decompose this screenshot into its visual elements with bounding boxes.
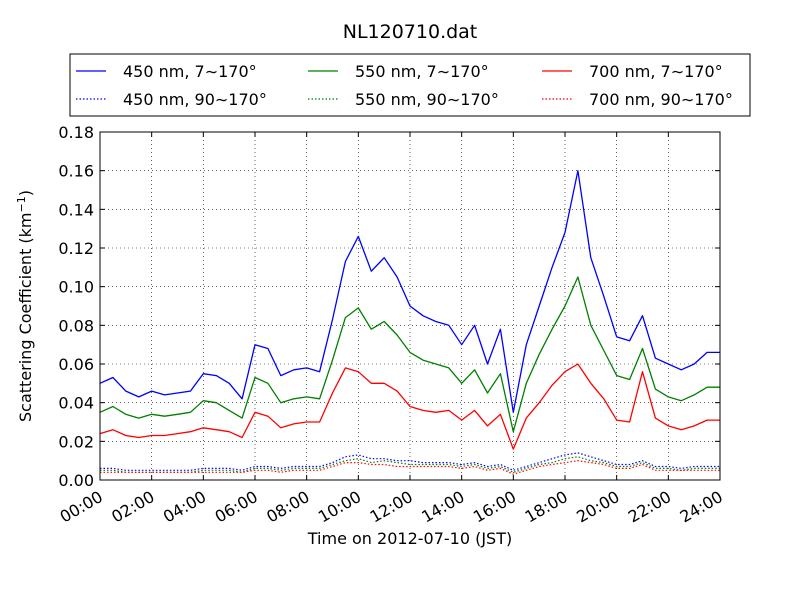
- y-axis-label-main: Scattering Coefficient (km: [16, 212, 35, 422]
- legend-label: 700 nm, 90∼170°: [589, 90, 733, 109]
- y-axis-label-tail: ): [16, 190, 35, 196]
- y-tick-label: 0.16: [58, 162, 94, 181]
- legend-label: 450 nm, 90∼170°: [123, 90, 267, 109]
- legend-frame: [69, 53, 751, 117]
- y-tick-labels: 0.00 0.02 0.04 0.06 0.08 0.10 0.12 0.14 0.16 0.18: [58, 123, 94, 490]
- series-line-6: [100, 460, 720, 475]
- legend-label: 700 nm, 7∼170°: [589, 62, 723, 81]
- legend-label: 550 nm, 90∼170°: [355, 90, 499, 109]
- y-tick-label: 0.02: [58, 432, 94, 451]
- y-tick-label: 0.00: [58, 471, 94, 490]
- y-tick-label: 0.08: [58, 316, 94, 335]
- y-tick-label: 0.18: [58, 123, 94, 142]
- y-axis-label-superscript: −1: [15, 196, 28, 212]
- x-axis-label: Time on 2012-07-10 (JST): [307, 529, 512, 548]
- series-layer: [99, 170, 720, 475]
- grid: [100, 132, 720, 480]
- y-tick-label: 0.04: [58, 394, 94, 413]
- series-line-5: [100, 456, 720, 473]
- legend-label: 550 nm, 7∼170°: [355, 62, 489, 81]
- y-tick-label: 0.12: [58, 239, 94, 258]
- ticks: [99, 131, 721, 481]
- y-tick-label: 0.14: [58, 200, 94, 219]
- y-tick-label: 0.06: [58, 355, 94, 374]
- series-line-2: [99, 276, 720, 433]
- y-tick-label: 0.10: [58, 278, 94, 297]
- series-line-3: [99, 363, 720, 450]
- legend: 450 nm, 7∼170° 550 nm, 7∼170° 700 nm, 7∼17…: [69, 53, 751, 117]
- chart-title: NL120710.dat: [343, 21, 478, 43]
- y-axis-label: Scattering Coefficient (km−1): [15, 190, 35, 422]
- series-line-1: [99, 170, 720, 413]
- legend-label: 450 nm, 7∼170°: [123, 62, 257, 81]
